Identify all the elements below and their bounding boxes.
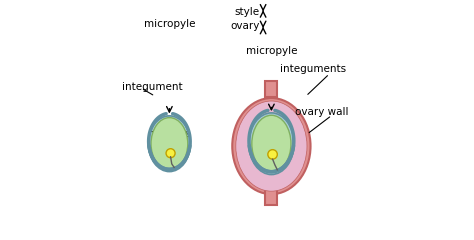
Ellipse shape (249, 113, 294, 174)
Ellipse shape (148, 116, 191, 172)
Text: micropyle: micropyle (246, 46, 297, 56)
Ellipse shape (232, 98, 310, 194)
Text: ovary wall: ovary wall (295, 107, 348, 117)
Text: integuments: integuments (280, 64, 346, 74)
Text: nucellus: nucellus (250, 126, 293, 136)
FancyBboxPatch shape (265, 81, 277, 97)
Text: style: style (235, 7, 260, 17)
Text: ovary: ovary (230, 21, 260, 31)
Ellipse shape (252, 115, 291, 172)
Ellipse shape (166, 149, 175, 158)
Text: nucellus: nucellus (148, 129, 191, 139)
Text: integument: integument (122, 82, 182, 92)
Text: micropyle: micropyle (144, 19, 195, 29)
Ellipse shape (151, 118, 188, 170)
Ellipse shape (268, 150, 277, 159)
FancyBboxPatch shape (265, 189, 277, 205)
Ellipse shape (236, 101, 307, 191)
